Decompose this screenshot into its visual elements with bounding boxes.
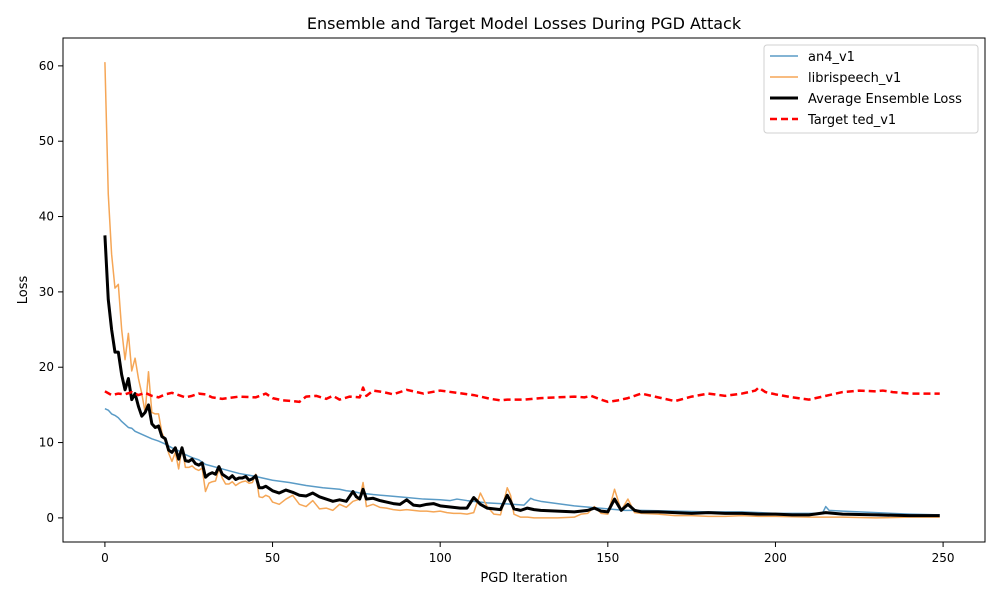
x-tick-label: 250	[932, 551, 955, 565]
y-tick-label: 40	[39, 210, 54, 224]
y-axis: 0 10 20 30 40 50 60	[39, 59, 63, 525]
legend-box	[763, 44, 979, 134]
y-tick-label: 50	[39, 134, 54, 148]
series-line-average-ensemble-loss	[103, 235, 940, 518]
y-tick-label: 20	[39, 360, 54, 374]
chart-title: Ensemble and Target Model Losses During …	[307, 14, 742, 33]
y-tick-label: 10	[39, 436, 54, 450]
x-axis-label: PGD Iteration	[480, 571, 567, 586]
legend-label: an4_v1	[808, 50, 855, 65]
legend-label: Average Ensemble Loss	[808, 92, 962, 107]
x-tick-label: 0	[101, 551, 109, 565]
legend-label: Target ted_v1	[807, 113, 896, 128]
series-line-an4-v1	[104, 407, 940, 516]
plot-frame	[62, 37, 986, 543]
x-axis: 0 50 100 150 200 250	[101, 542, 955, 565]
series-line-target-ted-v1	[104, 386, 940, 404]
x-tick-label: 150	[596, 551, 619, 565]
y-tick-label: 60	[39, 59, 54, 73]
series-line-librispeech-v1	[104, 62, 940, 519]
y-tick-label: 30	[39, 285, 54, 299]
x-tick-label: 200	[764, 551, 787, 565]
y-axis-label: Loss	[16, 276, 31, 305]
x-tick-label: 50	[265, 551, 280, 565]
y-tick-label: 0	[46, 511, 54, 525]
legend: an4_v1 librispeech_v1 Average Ensemble Los…	[763, 44, 979, 134]
legend-label: librispeech_v1	[808, 71, 901, 86]
x-tick-label: 100	[429, 551, 452, 565]
